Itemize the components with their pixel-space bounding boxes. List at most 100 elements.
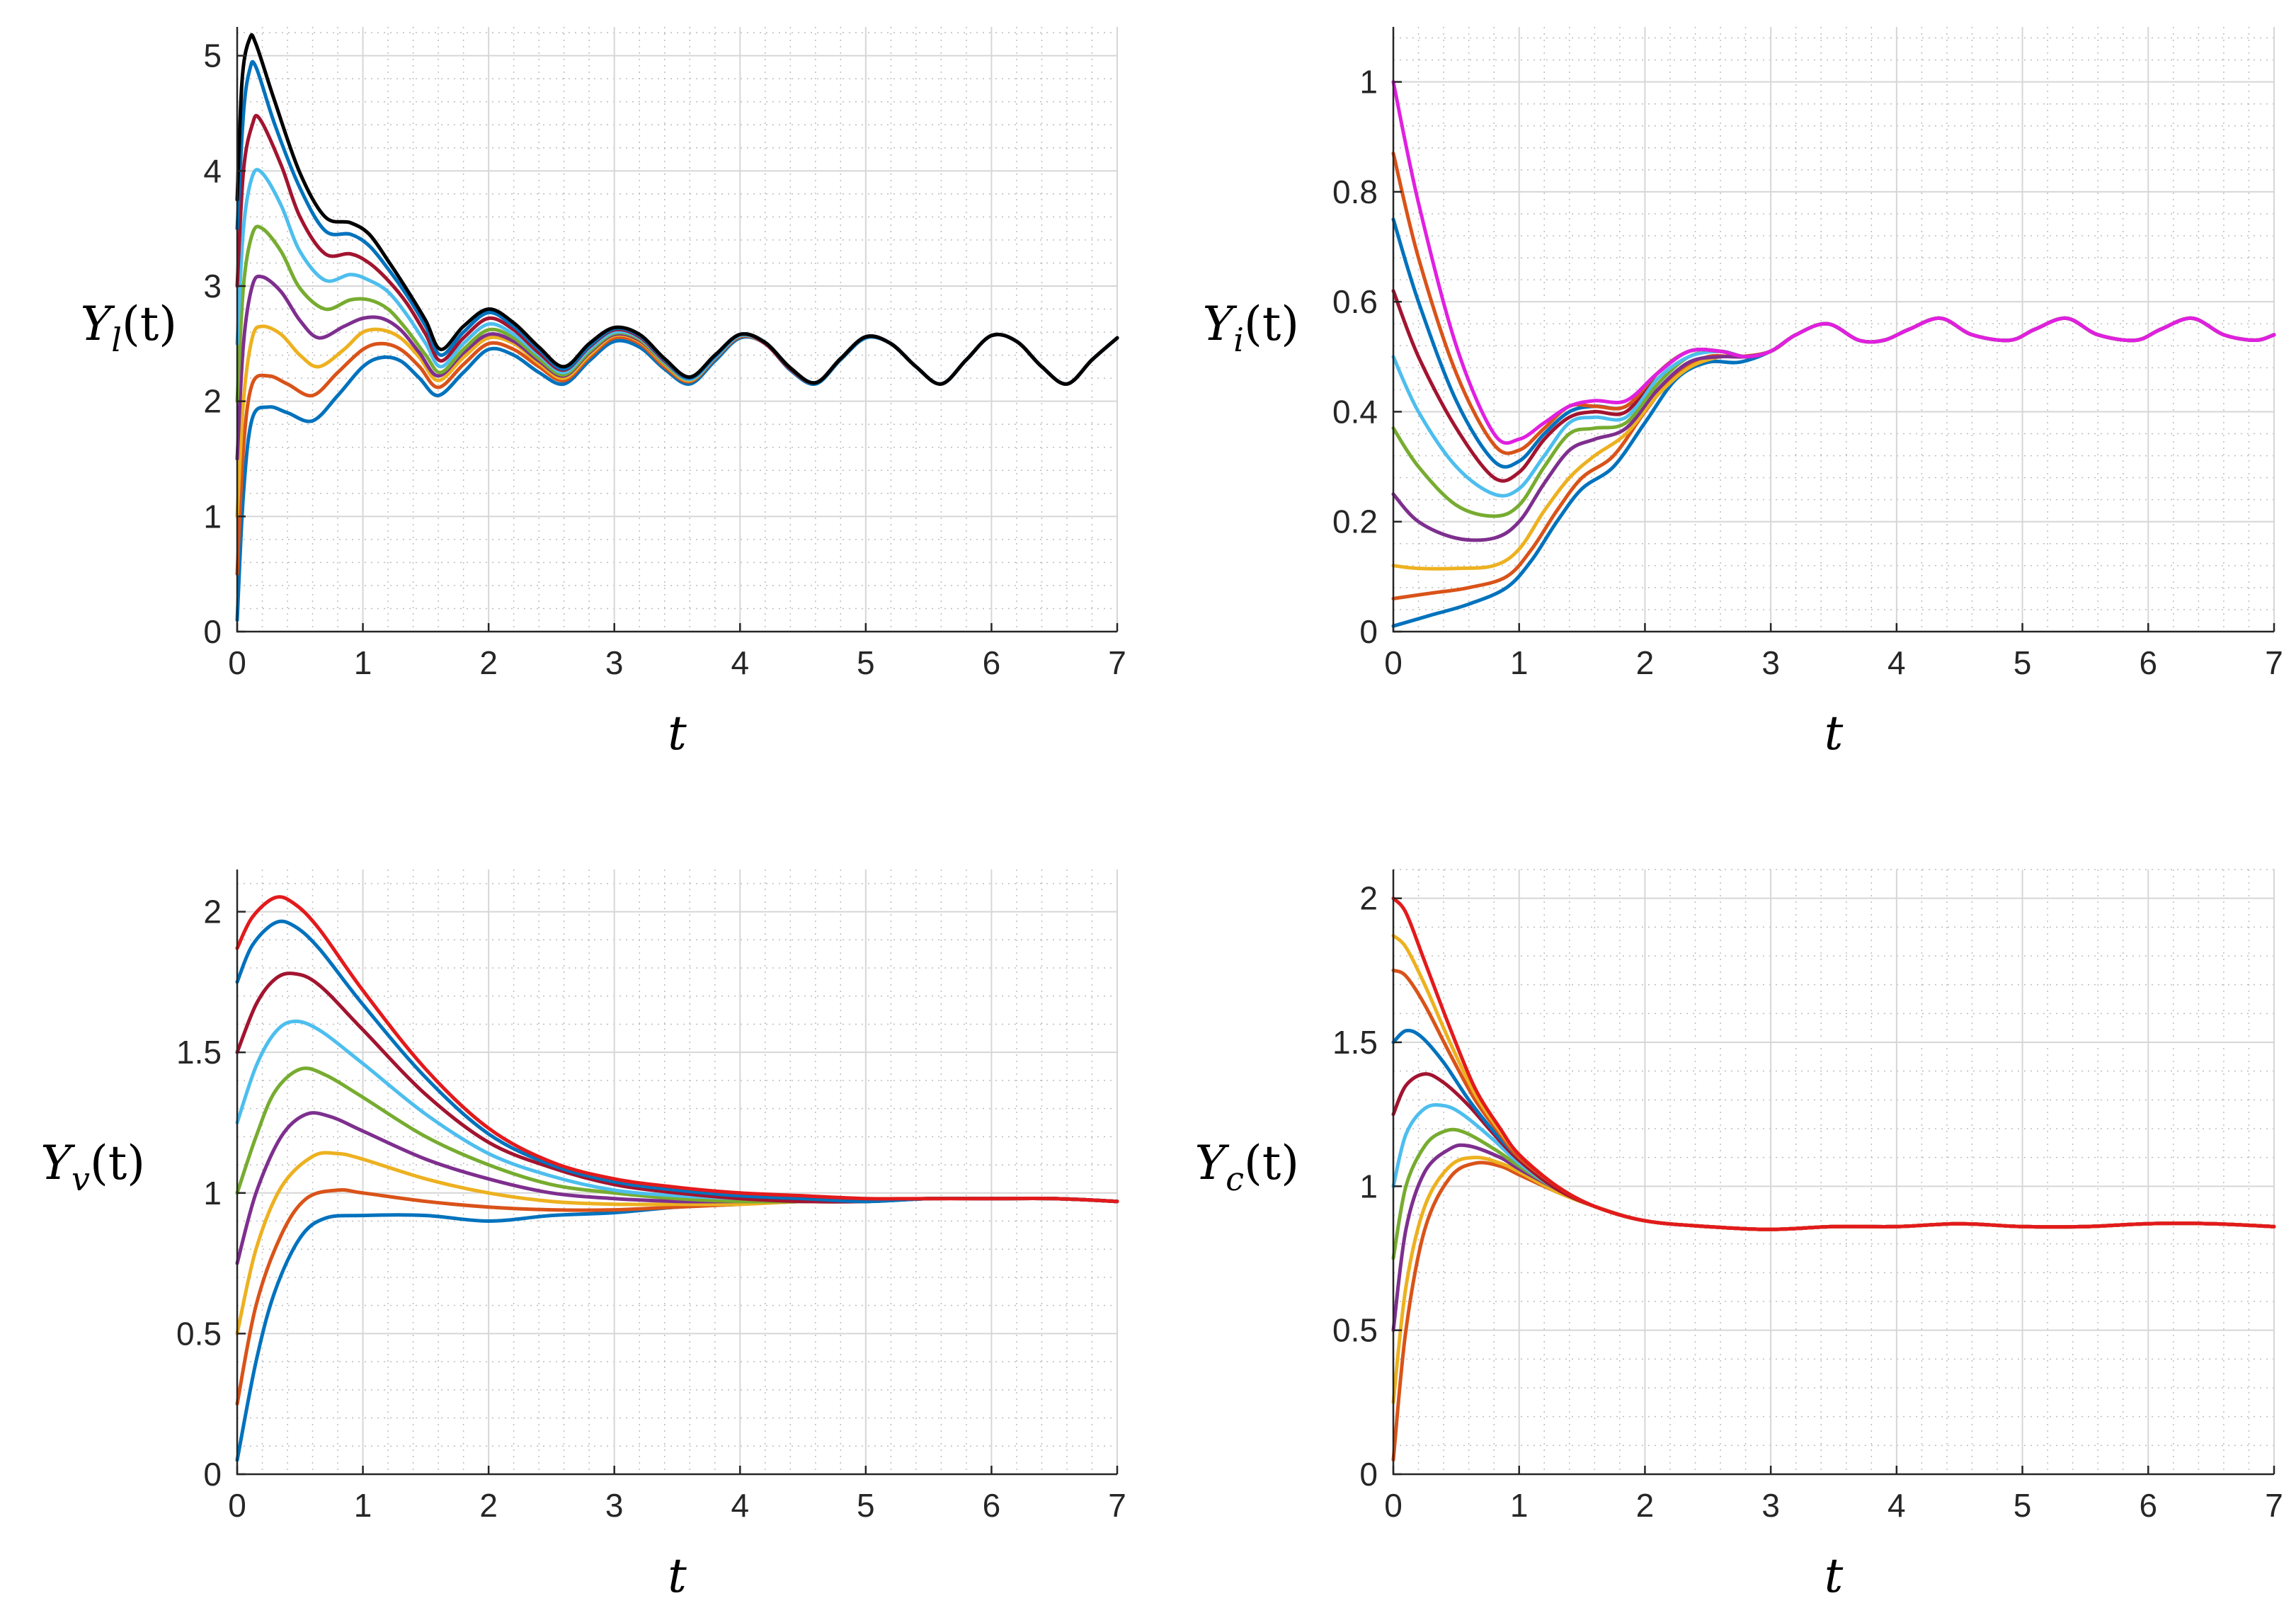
series-line-yc-4 bbox=[1391, 1127, 2276, 1260]
x-tick-label: 1 bbox=[1510, 644, 1529, 681]
y-tick-label: 0 bbox=[1359, 1456, 1378, 1493]
x-axis-label: t bbox=[1824, 706, 1844, 760]
x-tick-label: 2 bbox=[1636, 644, 1655, 681]
series-group-yi bbox=[1391, 80, 2276, 628]
y-label-subscript: c bbox=[1226, 1160, 1244, 1198]
panel-yi: 0 1 2 3 4 5 6 7 0 0.2 0.4 0.6 0.8 1 t Yi(t) bbox=[1203, 27, 2283, 760]
y-tick-label: 0 bbox=[203, 1456, 222, 1493]
y-tick-label: 2 bbox=[203, 894, 222, 930]
y-tick-label: 0.5 bbox=[176, 1315, 222, 1352]
x-axis-label: t bbox=[1824, 1549, 1844, 1603]
series-line-yc-6 bbox=[1391, 1072, 2276, 1231]
x-tick-label: 6 bbox=[2139, 644, 2157, 681]
x-tick-label: 1 bbox=[1510, 1487, 1529, 1524]
y-tick-label: 1.5 bbox=[176, 1034, 222, 1071]
x-tick-label: 4 bbox=[731, 644, 749, 681]
series-line-yc-10 bbox=[1391, 896, 2276, 1231]
series-line-yi-10 bbox=[1391, 80, 2276, 445]
x-tick-label: 5 bbox=[2014, 644, 2032, 681]
x-tick-label: 3 bbox=[605, 644, 624, 681]
grid-yc bbox=[1393, 869, 2275, 1475]
series-line-yi-5 bbox=[1391, 316, 2276, 518]
series-line-yc-3 bbox=[1391, 1143, 2276, 1333]
y-axis-label: Yl(t) bbox=[81, 297, 177, 359]
y-label-subscript: l bbox=[111, 321, 122, 359]
series-line-yc-9 bbox=[1391, 934, 2276, 1231]
x-tick-label: 0 bbox=[228, 1487, 246, 1524]
y-label-argument: (t) bbox=[122, 297, 177, 351]
y-axis-label: Yc(t) bbox=[1195, 1136, 1299, 1198]
series-line-yc-2 bbox=[1391, 1156, 2276, 1404]
x-tick-label: 3 bbox=[1761, 644, 1780, 681]
y-tick-label: 0.6 bbox=[1332, 283, 1378, 320]
y-label-subscript: v bbox=[72, 1160, 90, 1198]
y-label-symbol: Y bbox=[1203, 297, 1238, 351]
x-tick-label: 1 bbox=[354, 644, 372, 681]
y-tick-label: 4 bbox=[203, 152, 222, 189]
series-line-yv-9 bbox=[235, 895, 1119, 1204]
y-label-symbol: Y bbox=[1195, 1136, 1230, 1190]
x-tick-label: 0 bbox=[1384, 1487, 1403, 1524]
y-tick-label: 2 bbox=[1359, 880, 1378, 917]
series-line-yv-7 bbox=[235, 971, 1119, 1204]
y-axis-label: Yi(t) bbox=[1203, 297, 1299, 359]
y-tick-label: 0.8 bbox=[1332, 173, 1378, 210]
x-tick-label: 4 bbox=[731, 1487, 749, 1524]
series-line-yl-4 bbox=[235, 274, 1119, 461]
y-label-subscript: i bbox=[1233, 321, 1244, 359]
y-tick-label: 1.5 bbox=[1332, 1024, 1378, 1061]
y-label-argument: (t) bbox=[1244, 297, 1299, 351]
y-tick-label: 1 bbox=[203, 1175, 222, 1212]
series-group-yl bbox=[235, 33, 1119, 622]
y-tick-label: 0.2 bbox=[1332, 503, 1378, 540]
y-tick-label: 0.5 bbox=[1332, 1312, 1378, 1349]
series-line-yl-9 bbox=[235, 33, 1119, 386]
panel-yv: 0 1 2 3 4 5 6 7 0 0.5 1 1.5 2 t Yv(t) bbox=[40, 870, 1126, 1603]
x-tick-label: 7 bbox=[2265, 644, 2283, 681]
x-tick-label: 6 bbox=[983, 1487, 1001, 1524]
panel-yl: 0 1 2 3 4 5 6 7 0 1 2 3 4 5 t Yl(t) bbox=[81, 27, 1126, 760]
x-tick-label: 5 bbox=[857, 644, 875, 681]
y-axis-label: Yv(t) bbox=[40, 1136, 145, 1198]
series-line-yc-1 bbox=[1391, 1161, 2276, 1462]
x-tick-label: 5 bbox=[857, 1487, 875, 1524]
y-tick-label: 1 bbox=[1359, 1168, 1378, 1204]
x-tick-label: 7 bbox=[2265, 1487, 2283, 1524]
y-label-argument: (t) bbox=[90, 1136, 145, 1190]
x-tick-label: 7 bbox=[1108, 644, 1126, 681]
series-group-yc bbox=[1391, 896, 2276, 1462]
series-line-yi-3 bbox=[1391, 316, 2276, 571]
series-line-yi-4 bbox=[1391, 316, 2276, 542]
y-tick-label: 0 bbox=[1359, 613, 1378, 650]
y-label-symbol: Y bbox=[40, 1136, 75, 1190]
x-axis-label: t bbox=[668, 706, 687, 760]
y-label-symbol: Y bbox=[81, 297, 115, 351]
y-tick-label: 5 bbox=[203, 38, 222, 74]
grid-yv bbox=[236, 870, 1118, 1475]
x-tick-label: 2 bbox=[1636, 1487, 1655, 1524]
x-tick-label: 4 bbox=[1887, 644, 1906, 681]
x-tick-label: 2 bbox=[479, 644, 498, 681]
series-line-yi-6 bbox=[1391, 316, 2276, 498]
x-tick-label: 3 bbox=[605, 1487, 624, 1524]
series-line-yv-3 bbox=[235, 1151, 1119, 1335]
y-tick-label: 0 bbox=[203, 613, 222, 650]
x-tick-label: 3 bbox=[1761, 1487, 1780, 1524]
series-line-yl-6 bbox=[235, 168, 1119, 386]
x-tick-label: 5 bbox=[2014, 1487, 2032, 1524]
x-tick-label: 6 bbox=[983, 644, 1001, 681]
series-line-yi-1 bbox=[1391, 316, 2276, 628]
panel-yc: 0 1 2 3 4 5 6 7 0 0.5 1 1.5 2 t Yc(t) bbox=[1195, 869, 2283, 1603]
y-tick-label: 2 bbox=[203, 383, 222, 420]
series-line-yl-7 bbox=[235, 113, 1119, 386]
x-tick-label: 6 bbox=[2139, 1487, 2157, 1524]
y-tick-label: 1 bbox=[1359, 64, 1378, 101]
y-tick-label: 0.4 bbox=[1332, 393, 1378, 430]
series-line-yv-2 bbox=[235, 1187, 1119, 1406]
series-line-yi-9 bbox=[1391, 152, 2276, 455]
y-tick-label: 1 bbox=[203, 498, 222, 535]
y-label-argument: (t) bbox=[1244, 1136, 1299, 1190]
x-tick-label: 2 bbox=[479, 1487, 498, 1524]
series-line-yv-1 bbox=[235, 1196, 1119, 1462]
